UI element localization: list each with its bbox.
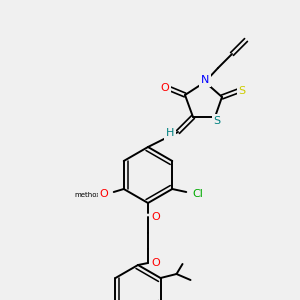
Text: O: O (152, 258, 160, 268)
Text: O: O (99, 189, 108, 199)
Text: O: O (152, 212, 160, 222)
Text: O: O (99, 189, 108, 199)
Text: S: S (238, 86, 246, 96)
Text: H: H (166, 128, 174, 138)
Text: N: N (201, 75, 209, 85)
Text: S: S (213, 116, 220, 126)
Text: O: O (160, 83, 169, 93)
Text: methoxy: methoxy (74, 193, 102, 197)
Text: Cl: Cl (193, 189, 204, 199)
Text: methoxy: methoxy (74, 192, 105, 198)
